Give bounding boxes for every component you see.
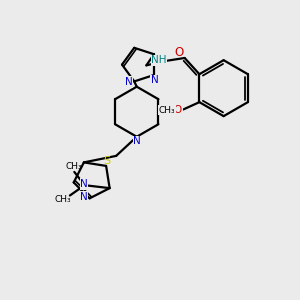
Text: N: N — [125, 77, 133, 87]
Text: N: N — [80, 179, 88, 189]
Text: O: O — [175, 46, 184, 59]
Text: N: N — [134, 136, 141, 146]
Text: CH₃: CH₃ — [54, 195, 71, 204]
Text: N: N — [151, 75, 158, 85]
Text: S: S — [103, 156, 110, 166]
Text: CH₃: CH₃ — [159, 106, 175, 115]
Text: N: N — [80, 192, 88, 202]
Text: CH₃: CH₃ — [65, 161, 82, 170]
Text: O: O — [174, 105, 182, 115]
Text: NH: NH — [151, 55, 167, 65]
